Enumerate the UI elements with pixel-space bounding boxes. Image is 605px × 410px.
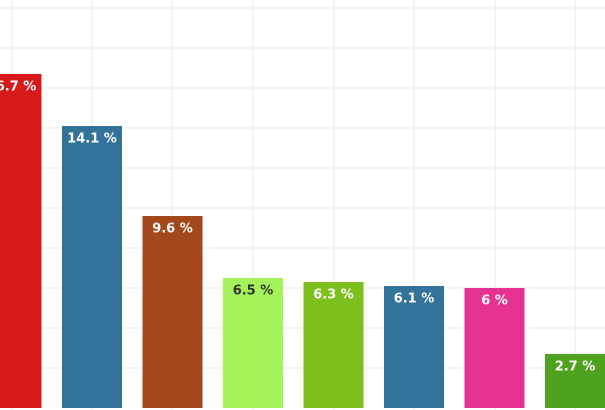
data-label: 6 % (481, 294, 508, 309)
bar (0, 74, 42, 408)
data-label: 6.5 % (233, 284, 274, 299)
bar (303, 282, 364, 408)
data-label: 2.7 % (555, 360, 596, 375)
data-label: 6.1 % (394, 292, 435, 307)
bar (464, 288, 525, 408)
data-label: 6.3 % (313, 288, 354, 303)
data-label: 16.7 % (0, 80, 36, 95)
bar (223, 278, 283, 408)
data-label: 14.1 % (67, 132, 117, 147)
bar (545, 354, 605, 408)
bar (142, 216, 203, 408)
bar (62, 126, 122, 408)
data-label: 9.6 % (152, 222, 193, 237)
bar (384, 286, 444, 408)
